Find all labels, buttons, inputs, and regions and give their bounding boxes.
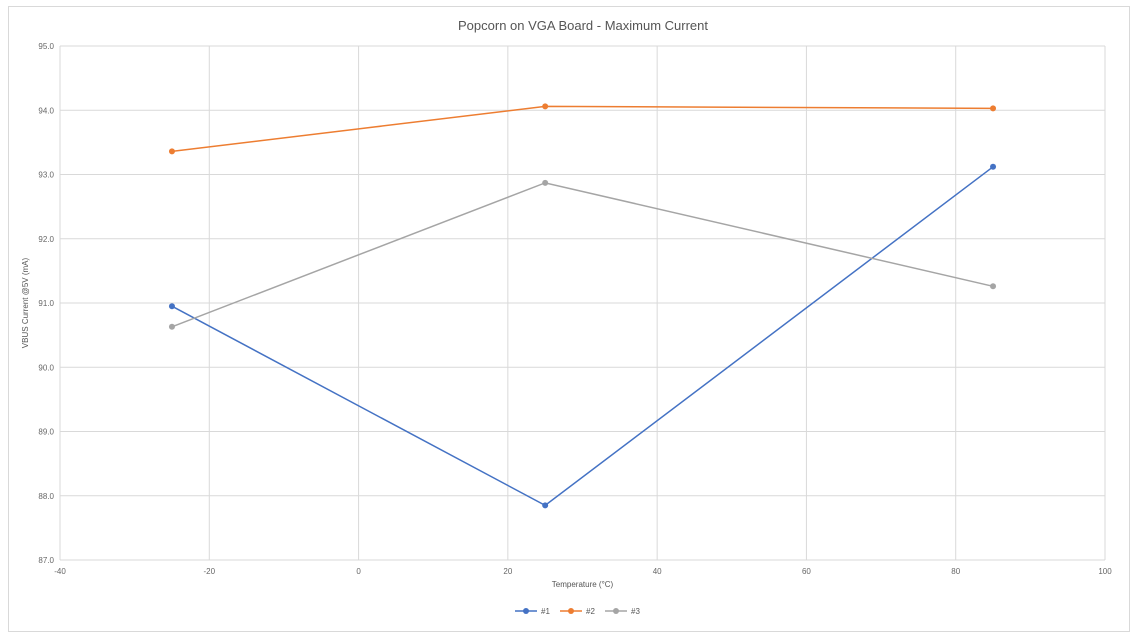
series-group [168,103,997,509]
data-point [542,179,549,186]
x-tick-label: 80 [951,567,960,576]
data-point [990,105,997,112]
data-point [990,283,997,290]
data-point [990,163,997,170]
data-point [168,303,175,310]
legend-label: #1 [541,607,550,616]
x-tick-label: -40 [54,567,66,576]
legend: #1 #2 #3 [515,607,640,616]
y-tick-label: 87.0 [38,556,54,565]
y-tick-label: 88.0 [38,492,54,501]
x-tick-label: 20 [503,567,512,576]
x-tick-label: 40 [653,567,662,576]
grid [59,45,1106,561]
y-tick-label: 90.0 [38,363,54,372]
y-tick-label: 93.0 [38,171,54,180]
x-tick-label: 60 [802,567,811,576]
data-point [542,502,549,509]
series-line-3 [171,182,994,328]
y-tick-label: 94.0 [38,106,54,115]
y-tick-label: 92.0 [38,235,54,244]
y-tick-label: 95.0 [38,42,54,51]
x-axis-ticks: -40 -20 0 20 40 60 80 100 [54,567,1112,576]
data-point [168,323,175,330]
data-point [168,148,175,155]
series-line-1 [171,166,994,507]
y-tick-label: 89.0 [38,428,54,437]
x-tick-label: 0 [356,567,361,576]
y-axis-label: VBUS Current @5V (mA) [21,257,30,348]
chart-title: Popcorn on VGA Board - Maximum Current [458,18,708,33]
legend-marker [523,608,529,614]
x-tick-label: 100 [1098,567,1112,576]
x-tick-label: -20 [204,567,216,576]
data-point [542,103,549,110]
legend-marker [613,608,619,614]
series-line-2 [171,105,994,153]
y-axis-ticks: 87.0 88.0 89.0 90.0 91.0 92.0 93.0 94.0 95.0 [38,42,54,565]
x-axis-label: Temperature (°C) [552,580,614,589]
legend-marker [568,608,574,614]
legend-label: #2 [586,607,595,616]
y-tick-label: 91.0 [38,299,54,308]
legend-label: #3 [631,607,640,616]
